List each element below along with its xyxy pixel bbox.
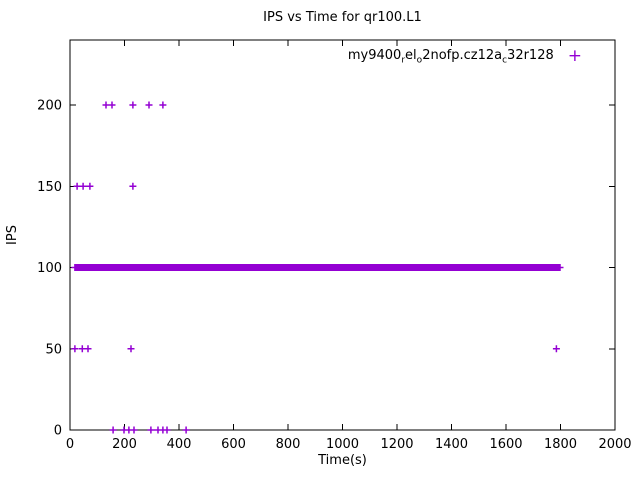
x-tick-label: 200 — [112, 437, 137, 452]
x-tick-label: 1800 — [544, 437, 577, 452]
x-tick-label: 0 — [66, 437, 74, 452]
y-tick-label: 150 — [37, 180, 62, 195]
legend-label-part: c — [502, 55, 508, 66]
y-tick-labels: 0 50 100 150 200 — [37, 99, 62, 439]
legend-series-label: my9400relo2nofp.cz12ac32r128 — [347, 48, 554, 66]
x-tick-label: 600 — [221, 437, 246, 452]
chart-title: IPS vs Time for qr100.L1 — [263, 10, 422, 25]
x-axis-label: Time(s) — [318, 453, 367, 468]
legend-label-part: o — [416, 55, 423, 66]
legend-label-part: my9400 — [347, 48, 402, 63]
y-tick-label: 200 — [37, 99, 62, 114]
x-tick-label: 2000 — [598, 437, 631, 452]
legend-label-part: 2nofp.cz12a — [422, 48, 503, 63]
x-tick-label: 1600 — [489, 437, 522, 452]
y-tick-label: 50 — [45, 342, 62, 357]
y-tick-label: 0 — [54, 424, 62, 439]
data-points-ips-points — [71, 101, 564, 434]
plot-border — [69, 39, 616, 431]
x-tick-label: 1000 — [326, 437, 359, 452]
legend-plus-marker-icon: + — [567, 46, 582, 66]
legend-label-part: el — [405, 48, 417, 63]
y-tick-label: 100 — [37, 261, 62, 276]
y-axis-label: IPS — [5, 225, 20, 245]
x-tick-labels: 0 200 400 600 800 1000 1200 1400 1600 1800 2000 — [66, 437, 632, 452]
legend: my9400relo2nofp.cz12ac32r128 + — [348, 48, 582, 66]
legend-label-part: 32r128 — [507, 48, 554, 63]
x-tick-label: 800 — [276, 437, 301, 452]
x-tick-label: 400 — [167, 437, 192, 452]
x-ticks — [69, 40, 616, 430]
y-ticks — [70, 104, 615, 431]
x-tick-label: 1400 — [435, 437, 468, 452]
legend-label-part: r — [401, 55, 406, 66]
x-tick-label: 1200 — [380, 437, 413, 452]
